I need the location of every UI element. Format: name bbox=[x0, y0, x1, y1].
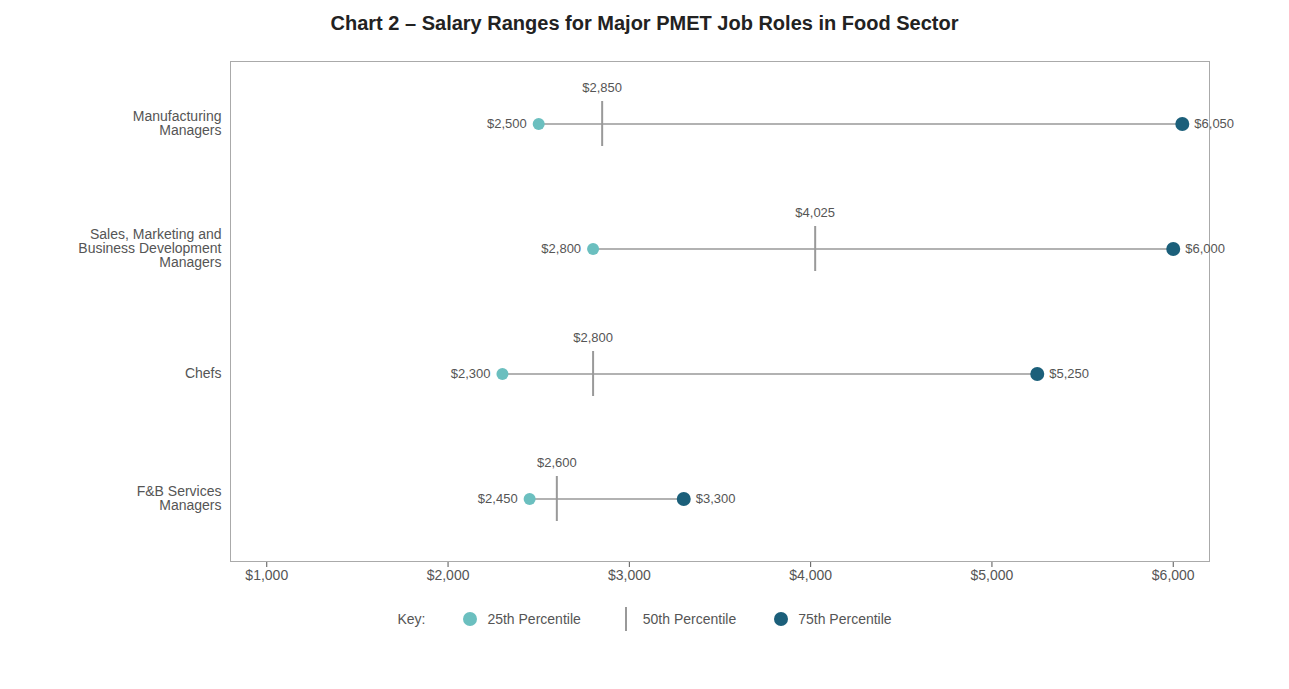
svg-text:$3,300: $3,300 bbox=[696, 491, 736, 506]
svg-text:Sales, Marketing andBusiness D: Sales, Marketing andBusiness Development… bbox=[78, 226, 221, 270]
svg-text:$2,800: $2,800 bbox=[541, 241, 581, 256]
svg-text:$6,000: $6,000 bbox=[1185, 241, 1225, 256]
svg-text:$4,000: $4,000 bbox=[789, 567, 832, 583]
svg-text:$2,600: $2,600 bbox=[537, 455, 577, 470]
svg-text:Chefs: Chefs bbox=[185, 365, 222, 381]
html-text:25th Percentile: 25th Percentile bbox=[487, 611, 581, 627]
svg-text:$6,000: $6,000 bbox=[1152, 567, 1195, 583]
svg-text:$5,250: $5,250 bbox=[1049, 366, 1089, 381]
svg-text:$2,300: $2,300 bbox=[451, 366, 491, 381]
svg-text:$2,800: $2,800 bbox=[573, 330, 613, 345]
svg-text:$2,500: $2,500 bbox=[487, 116, 527, 131]
html-text:75th Percentile: 75th Percentile bbox=[798, 611, 892, 627]
svg-text:$2,450: $2,450 bbox=[478, 491, 518, 506]
html-text:Chart 2 – Salary Ranges for Ma: Chart 2 – Salary Ranges for Major PMET J… bbox=[330, 12, 959, 34]
svg-text:ManufacturingManagers: ManufacturingManagers bbox=[133, 108, 222, 138]
svg-text:F&B ServicesManagers: F&B ServicesManagers bbox=[137, 483, 222, 513]
svg-text:$1,000: $1,000 bbox=[245, 567, 288, 583]
html-text:50th Percentile: 50th Percentile bbox=[642, 611, 737, 627]
svg-text:$5,000: $5,000 bbox=[971, 567, 1014, 583]
svg-text:$6,050: $6,050 bbox=[1194, 116, 1234, 131]
html-text:Key:: Key: bbox=[397, 611, 426, 627]
svg-text:$2,000: $2,000 bbox=[427, 567, 470, 583]
svg-text:$4,025: $4,025 bbox=[795, 205, 835, 220]
svg-text:$3,000: $3,000 bbox=[608, 567, 651, 583]
svg-text:$2,850: $2,850 bbox=[582, 80, 622, 95]
